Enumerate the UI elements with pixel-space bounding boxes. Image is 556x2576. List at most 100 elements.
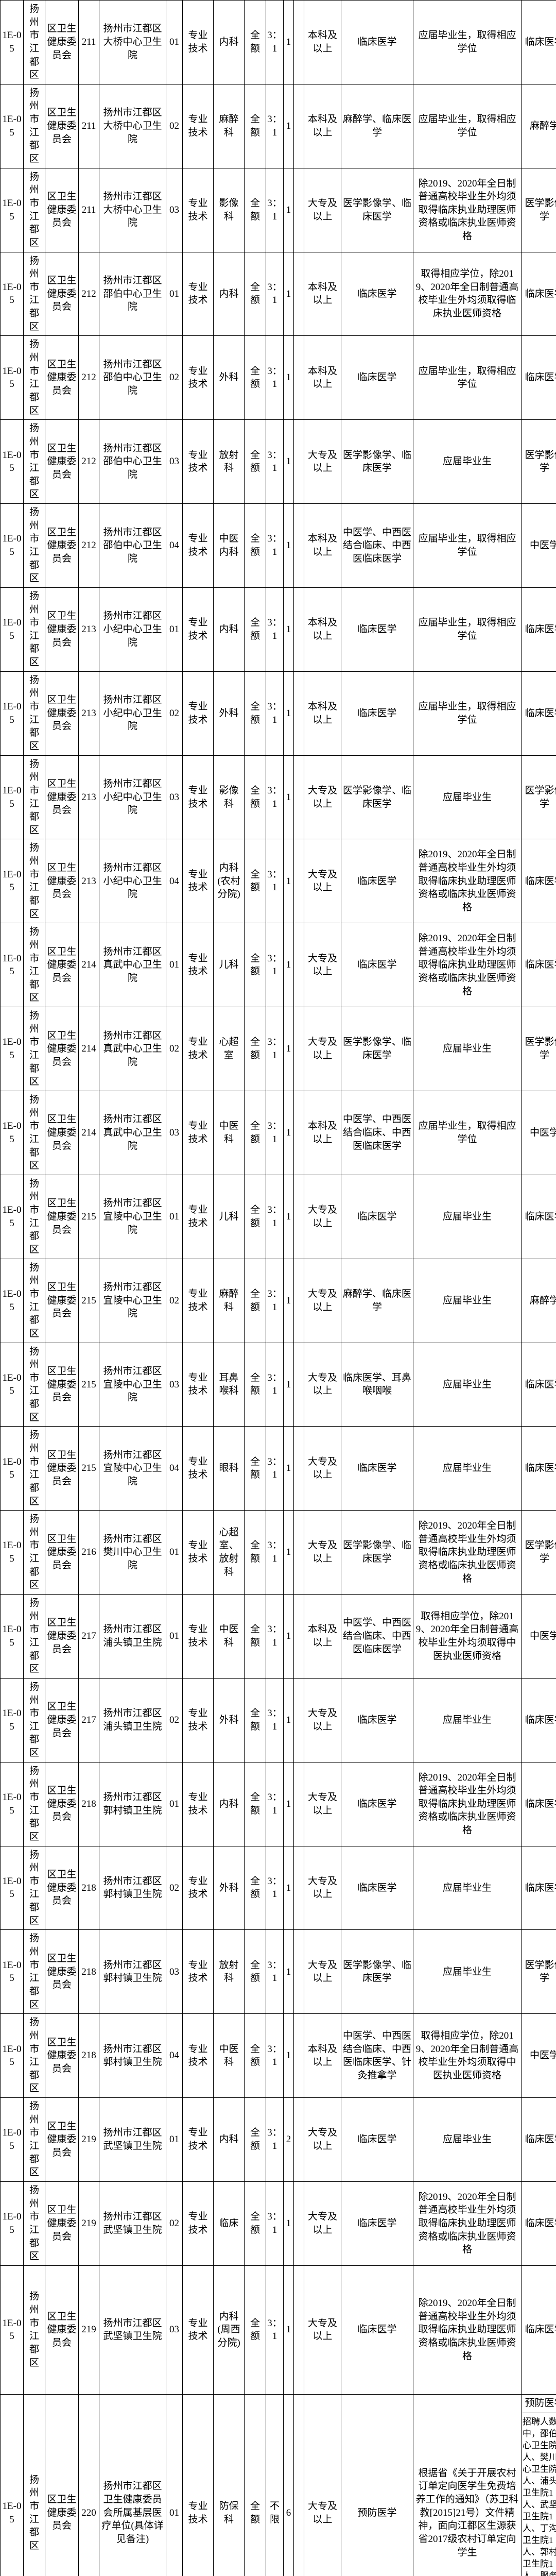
table-row: 1E-05扬州市江都区区卫生健康委员会215扬州市江都区宜陵中心卫生院02专业技… [1, 1259, 556, 1343]
table-cell: 2 [284, 2098, 294, 2182]
table-cell: 本科及以上 [304, 2014, 341, 2098]
table-cell: 1 [284, 755, 294, 839]
table-cell: 临床医学 [341, 2181, 413, 2265]
table-cell: 全额 [245, 2265, 266, 2394]
table-cell: 01 [166, 923, 183, 1007]
table-cell: 防保科 [214, 2394, 245, 2576]
table-cell: 1 [284, 2265, 294, 2394]
table-cell: 全额 [245, 168, 266, 252]
table-row: 1E-05扬州市江都区区卫生健康委员会215扬州市江都区宜陵中心卫生院03专业技… [1, 1343, 556, 1427]
table-cell: 扬州市江都区 [24, 2265, 45, 2394]
table-cell: 214 [79, 1007, 99, 1091]
table-cell: 扬州市江都区 [24, 587, 45, 671]
table-cell: 1E-05 [1, 420, 24, 504]
table-cell: 医学影像学 [522, 420, 556, 504]
table-cell: 专业技术 [183, 252, 214, 336]
table-cell: 全额 [245, 1343, 266, 1427]
table-cell: 全额 [245, 1175, 266, 1259]
table-cell: 扬州市江都区大桥中心卫生院 [99, 168, 166, 252]
table-cell: 扬州市江都区 [24, 2098, 45, 2182]
table-row: 1E-05扬州市江都区区卫生健康委员会216扬州市江都区樊川中心卫生院01专业技… [1, 1511, 556, 1595]
table-cell: 213 [79, 755, 99, 839]
table-cell: 1E-05 [1, 1427, 24, 1511]
table-cell: 218 [79, 1762, 99, 1846]
table-cell: 1 [284, 1846, 294, 1930]
table-cell: 1 [284, 420, 294, 504]
table-cell: 应届毕业生 [413, 1007, 522, 1091]
table-cell: 应届毕业生 [413, 1343, 522, 1427]
table-cell: 全额 [245, 2181, 266, 2265]
table-cell: 内科 [214, 587, 245, 671]
table-cell: 1 [284, 1511, 294, 1595]
table-cell: 应届毕业生 [413, 1846, 522, 1930]
table-cell: 大专及以上 [304, 1343, 341, 1427]
table-cell: 临床医学 [341, 1427, 413, 1511]
table-cell: 区卫生健康委员会 [45, 1427, 79, 1511]
table-cell: 外科 [214, 336, 245, 420]
table-cell: 扬州市江都区小纪中心卫生院 [99, 839, 166, 923]
table-cell: 全额 [245, 1511, 266, 1595]
table-cell: 临床医学 [341, 2265, 413, 2394]
table-cell: 区卫生健康委员会 [45, 587, 79, 671]
table-cell: 1E-05 [1, 2181, 24, 2265]
table-cell: 专业技术 [183, 1175, 214, 1259]
table-row: 1E-05扬州市江都区区卫生健康委员会213扬州市江都区小纪中心卫生院01专业技… [1, 587, 556, 671]
table-cell: 中医学 [522, 2014, 556, 2098]
table-row: 1E-05扬州市江都区区卫生健康委员会218扬州市江都区郭村镇卫生院04专业技术… [1, 2014, 556, 2098]
table-cell: 外科 [214, 671, 245, 755]
table-cell: 影像科 [214, 168, 245, 252]
table-cell: 临床医学 [522, 1175, 556, 1259]
table-cell: 扬州市江都区小纪中心卫生院 [99, 755, 166, 839]
table-cell: 01 [166, 2394, 183, 2576]
table-cell: 区卫生健康委员会 [45, 2265, 79, 2394]
table-cell: 扬州市江都区浦头镇卫生院 [99, 1678, 166, 1762]
table-row: 1E-05扬州市江都区区卫生健康委员会211扬州市江都区大桥中心卫生院03专业技… [1, 168, 556, 252]
table-cell [294, 2394, 304, 2576]
table-cell: 03 [166, 1091, 183, 1175]
table-cell: 内科 [214, 252, 245, 336]
table-cell: 专业技术 [183, 1595, 214, 1679]
table-cell: 扬州市江都区 [24, 2014, 45, 2098]
table-cell: 临床医学 [522, 923, 556, 1007]
table-cell: 专业技术 [183, 1930, 214, 2014]
table-cell: 1 [284, 923, 294, 1007]
table-cell: 扬州市江都区宜陵中心卫生院 [99, 1427, 166, 1511]
table-cell: 专业技术 [183, 1678, 214, 1762]
table-cell: 扬州市江都区 [24, 420, 45, 504]
table-cell: 3：1 [266, 755, 284, 839]
table-cell: 专业技术 [183, 420, 214, 504]
table-cell: 内科 [214, 1, 245, 84]
table-cell: 216 [79, 1511, 99, 1595]
table-cell: 区卫生健康委员会 [45, 2181, 79, 2265]
table-cell: 1 [284, 1930, 294, 2014]
table-cell: 扬州市江都区小纪中心卫生院 [99, 587, 166, 671]
table-cell: 1 [284, 336, 294, 420]
table-cell: 1E-05 [1, 2394, 24, 2576]
table-cell: 中医科 [214, 2014, 245, 2098]
table-cell: 区卫生健康委员会 [45, 923, 79, 1007]
table-cell: 临床医学 [341, 587, 413, 671]
table-cell: 大专及以上 [304, 1678, 341, 1762]
table-cell: 1E-05 [1, 1, 24, 84]
table-cell: 全额 [245, 1, 266, 84]
table-cell: 01 [166, 587, 183, 671]
table-cell: 应届毕业生 [413, 420, 522, 504]
table-cell: 扬州市江都区 [24, 252, 45, 336]
table-cell: 应届毕业生 [413, 1427, 522, 1511]
table-cell: 医学影像学 [522, 1511, 556, 1595]
table-row: 1E-05扬州市江都区区卫生健康委员会213扬州市江都区小纪中心卫生院03专业技… [1, 755, 556, 839]
table-cell: 1 [284, 2181, 294, 2265]
table-cell: 全额 [245, 755, 266, 839]
table-cell: 全额 [245, 336, 266, 420]
table-cell: 1E-05 [1, 336, 24, 420]
table-cell: 专业技术 [183, 671, 214, 755]
table-cell: 215 [79, 1175, 99, 1259]
table-cell: 1E-05 [1, 2098, 24, 2182]
table-cell: 1E-05 [1, 1091, 24, 1175]
table-cell: 临床医学 [341, 923, 413, 1007]
table-cell: 1 [284, 84, 294, 168]
table-cell [294, 1930, 304, 2014]
table-cell: 扬州市江都区邵伯中心卫生院 [99, 504, 166, 588]
table-cell: 除2019、2020年全日制普通高校毕业生外均须取得临床执业助理医师资格或临床执… [413, 839, 522, 923]
table-cell: 本科及以上 [304, 671, 341, 755]
